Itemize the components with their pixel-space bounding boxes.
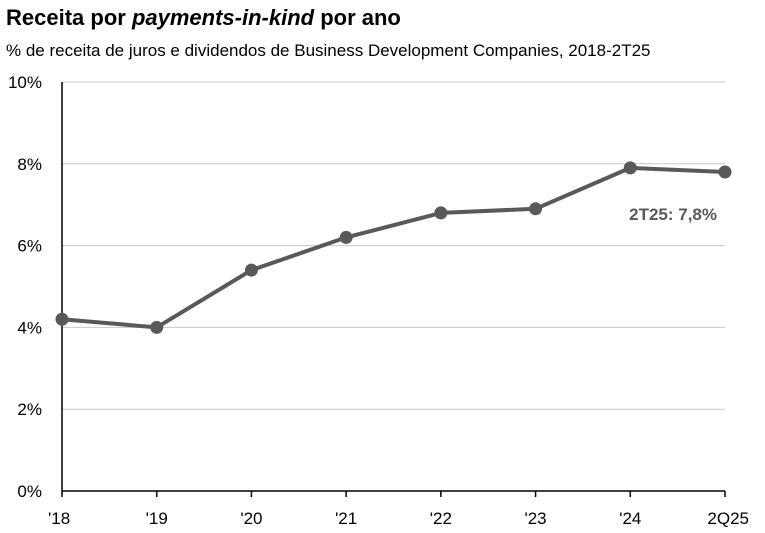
data-point — [529, 202, 543, 216]
x-tick-label: 2Q25 — [707, 509, 749, 528]
x-tick-label: '19 — [146, 509, 168, 528]
data-point — [55, 312, 69, 326]
y-tick-label: 2% — [17, 400, 42, 419]
data-point — [434, 206, 448, 220]
chart-subtitle: % de receita de juros e dividendos de Bu… — [6, 41, 651, 60]
x-tick-label: '21 — [335, 509, 357, 528]
axes — [61, 82, 726, 497]
y-tick-label: 8% — [17, 155, 42, 174]
chart-title-italic: payments-in-kind — [131, 5, 315, 30]
chart-title-part2: por ano — [314, 5, 401, 30]
x-tick-label: '23 — [524, 509, 546, 528]
x-tick-label: '20 — [240, 509, 262, 528]
y-tick-label: 10% — [8, 73, 42, 92]
series-line — [60, 165, 727, 330]
x-tick-label: '18 — [48, 509, 70, 528]
data-point — [623, 161, 637, 175]
y-tick-label: 0% — [17, 482, 42, 501]
annotation-label: 2T25: 7,8% — [629, 205, 717, 224]
y-axis-tick-labels: 0% 2% 4% 6% 8% 10% — [8, 73, 42, 501]
x-axis-tick-labels: '18 '19 '20 '21 '22 '23 '24 2Q25 — [48, 509, 749, 528]
data-point — [244, 263, 258, 277]
annotations: 2T25: 7,8% — [629, 205, 717, 224]
y-tick-label: 4% — [17, 318, 42, 337]
series-layer — [55, 161, 732, 334]
y-tick-label: 6% — [17, 237, 42, 256]
data-point — [150, 320, 164, 334]
gridlines — [62, 81, 725, 410]
data-point — [339, 230, 353, 244]
chart-title: Receita por payments-in-kind por ano — [6, 4, 401, 32]
chart-title-part1: Receita por — [6, 5, 132, 30]
data-point — [718, 165, 732, 179]
x-tick-label: '24 — [619, 509, 641, 528]
x-tick-label: '22 — [430, 509, 452, 528]
